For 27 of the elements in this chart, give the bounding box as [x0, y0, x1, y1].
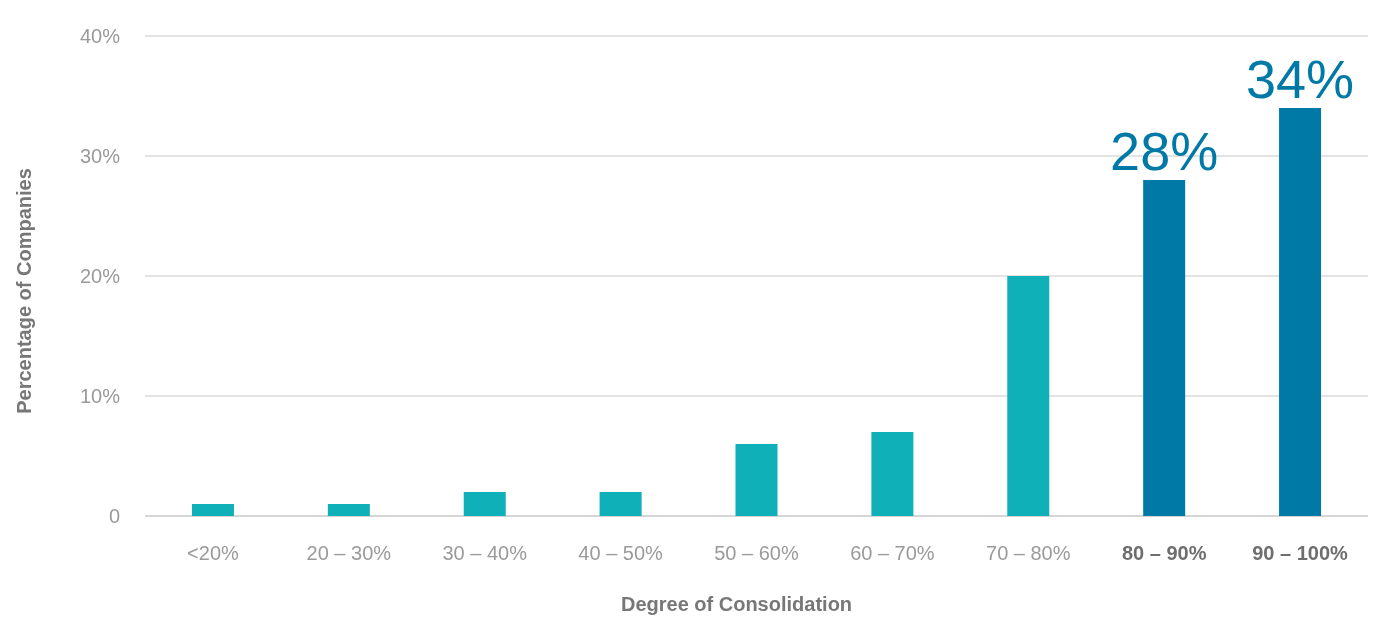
y-tick-label: 10%: [79, 385, 121, 407]
bar: [871, 432, 914, 516]
x-tick-label: 20 – 30%: [306, 542, 392, 564]
data-label: 34%: [1246, 49, 1355, 109]
x-tick-label: 80 – 90%: [1121, 542, 1207, 564]
x-axis-title: Degree of Consolidation: [620, 593, 853, 615]
data-label: 28%: [1110, 121, 1219, 181]
y-axis-title: Percentage of Companies: [13, 168, 35, 414]
bar: [599, 492, 642, 516]
bar: [327, 504, 370, 516]
x-tick-label: 30 – 40%: [442, 542, 528, 564]
y-tick-label: 30%: [79, 145, 121, 167]
x-tick-label: 70 – 80%: [986, 542, 1071, 564]
bar: [1007, 276, 1050, 516]
bar: [463, 492, 506, 516]
y-tick-label: 0: [108, 505, 120, 527]
y-tick-label: 40%: [79, 25, 121, 47]
x-tick-label: 90 – 100%: [1252, 542, 1349, 564]
bar: [735, 444, 778, 516]
x-tick-label: 60 – 70%: [850, 542, 935, 564]
bar: [1279, 108, 1322, 516]
x-tick-label: 50 – 60%: [714, 542, 799, 564]
bar: [1143, 180, 1186, 516]
x-tick-label: <20%: [187, 542, 240, 564]
y-tick-label: 20%: [79, 265, 121, 287]
bar: [191, 504, 234, 516]
x-tick-label: 40 – 50%: [578, 542, 664, 564]
